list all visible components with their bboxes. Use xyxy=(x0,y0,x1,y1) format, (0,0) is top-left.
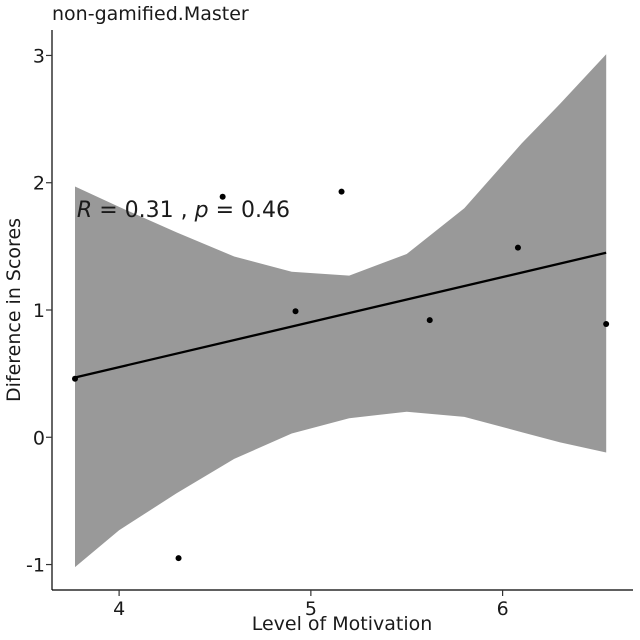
r-symbol: R xyxy=(77,198,92,223)
data-point xyxy=(603,321,610,327)
y-tick-label: 3 xyxy=(33,45,45,67)
x-tick-label: 6 xyxy=(497,598,509,620)
p-symbol: p xyxy=(194,198,209,223)
r-value: = 0.31 , xyxy=(92,198,194,223)
data-point xyxy=(292,308,299,315)
data-point xyxy=(514,244,521,251)
data-points xyxy=(72,188,610,562)
y-tick-label: 0 xyxy=(33,427,45,449)
p-value: = 0.46 xyxy=(209,198,290,223)
y-axis-label: Diference in Scores xyxy=(3,218,25,402)
regression-line xyxy=(74,251,607,379)
data-point xyxy=(219,193,226,200)
confidence-band xyxy=(75,54,607,568)
data-point xyxy=(175,555,182,562)
y-tick-label: 1 xyxy=(33,300,45,322)
x-axis-ticks: 4 5 6 xyxy=(113,590,509,620)
correlation-annotation: R = 0.31 , p = 0.46 xyxy=(77,198,290,223)
data-point xyxy=(426,317,433,324)
x-tick-label: 4 xyxy=(113,598,125,620)
data-point xyxy=(338,188,345,195)
y-axis-ticks: -1 0 1 2 3 xyxy=(26,45,52,577)
data-point xyxy=(72,375,79,382)
y-tick-label: -1 xyxy=(26,555,45,577)
x-tick-label: 5 xyxy=(305,598,317,620)
y-tick-label: 2 xyxy=(33,173,45,195)
chart-title: non-gamified.Master xyxy=(52,3,249,25)
x-axis-label: Level of Motivation xyxy=(252,613,433,635)
